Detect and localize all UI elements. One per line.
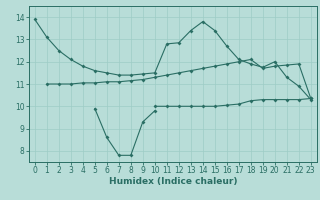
X-axis label: Humidex (Indice chaleur): Humidex (Indice chaleur) bbox=[108, 177, 237, 186]
